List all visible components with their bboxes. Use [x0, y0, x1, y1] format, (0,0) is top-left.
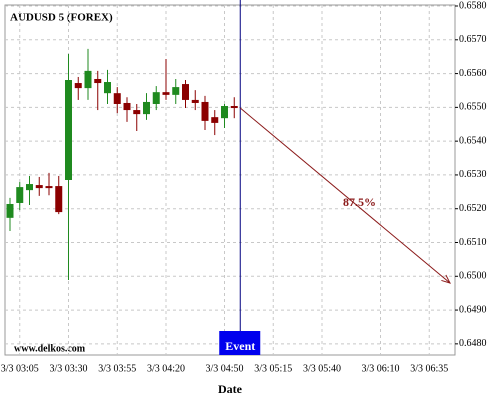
chart-title: AUDUSD 5 (FOREX) — [10, 12, 113, 24]
x-tick-label: 3/3 06:10 — [361, 363, 399, 374]
x-tick-label: 3/3 05:15 — [254, 363, 292, 374]
candle-body — [230, 106, 238, 109]
y-tick-label: 0.6490 — [459, 304, 487, 315]
candle-body — [191, 99, 199, 103]
event-box — [219, 331, 261, 355]
candle-body — [65, 80, 72, 180]
x-tick-label: 3/3 03:05 — [1, 363, 39, 374]
candle-body — [84, 70, 92, 89]
candle-body — [133, 110, 141, 115]
candle-body — [6, 203, 14, 218]
candle-body — [94, 78, 102, 84]
y-tick-label: 0.6480 — [459, 338, 487, 349]
y-tick-label: 0.6520 — [459, 203, 487, 214]
candle-body — [221, 106, 228, 119]
y-tick-label: 0.6530 — [459, 169, 487, 180]
x-tick-label: 3/3 06:35 — [410, 363, 448, 374]
candle-body — [104, 82, 111, 94]
forecast-label: 87.5% — [343, 195, 376, 209]
x-axis-label: Date — [218, 382, 243, 396]
candle-body — [16, 187, 24, 203]
y-tick-label: 0.6580 — [459, 0, 487, 11]
candle-body — [35, 185, 43, 189]
y-tick-label: 0.6560 — [459, 68, 487, 79]
x-tick-label: 3/3 03:55 — [98, 363, 136, 374]
x-tick-label: 3/3 04:50 — [205, 363, 243, 374]
candle-body — [45, 186, 53, 189]
candle-body — [123, 102, 131, 111]
x-tick-label: 3/3 05:40 — [303, 363, 341, 374]
candle-body — [143, 101, 150, 115]
y-tick-label: 0.6550 — [459, 102, 487, 113]
y-tick-label: 0.6540 — [459, 135, 487, 146]
x-tick-label: 3/3 04:20 — [147, 363, 185, 374]
y-tick-label: 0.6500 — [459, 271, 487, 282]
plot-area — [4, 4, 456, 356]
forecast-arrow — [239, 107, 451, 284]
candle-body — [211, 117, 219, 123]
y-tick-label: 0.6510 — [459, 237, 487, 248]
watermark: www.delkos.com — [14, 343, 86, 354]
candle-body — [182, 84, 189, 100]
candle-body — [55, 186, 63, 213]
x-tick-label: 3/3 03:30 — [49, 363, 87, 374]
candle-body — [74, 83, 82, 89]
candle-body — [113, 93, 121, 104]
arrow-head — [441, 274, 451, 284]
candle-body — [172, 87, 180, 95]
candle-body — [162, 92, 170, 95]
event-label: Event — [225, 339, 255, 353]
y-tick-label: 0.6570 — [459, 34, 487, 45]
candle-body — [201, 101, 209, 121]
candle-body — [152, 92, 160, 104]
candle-body — [26, 184, 33, 191]
